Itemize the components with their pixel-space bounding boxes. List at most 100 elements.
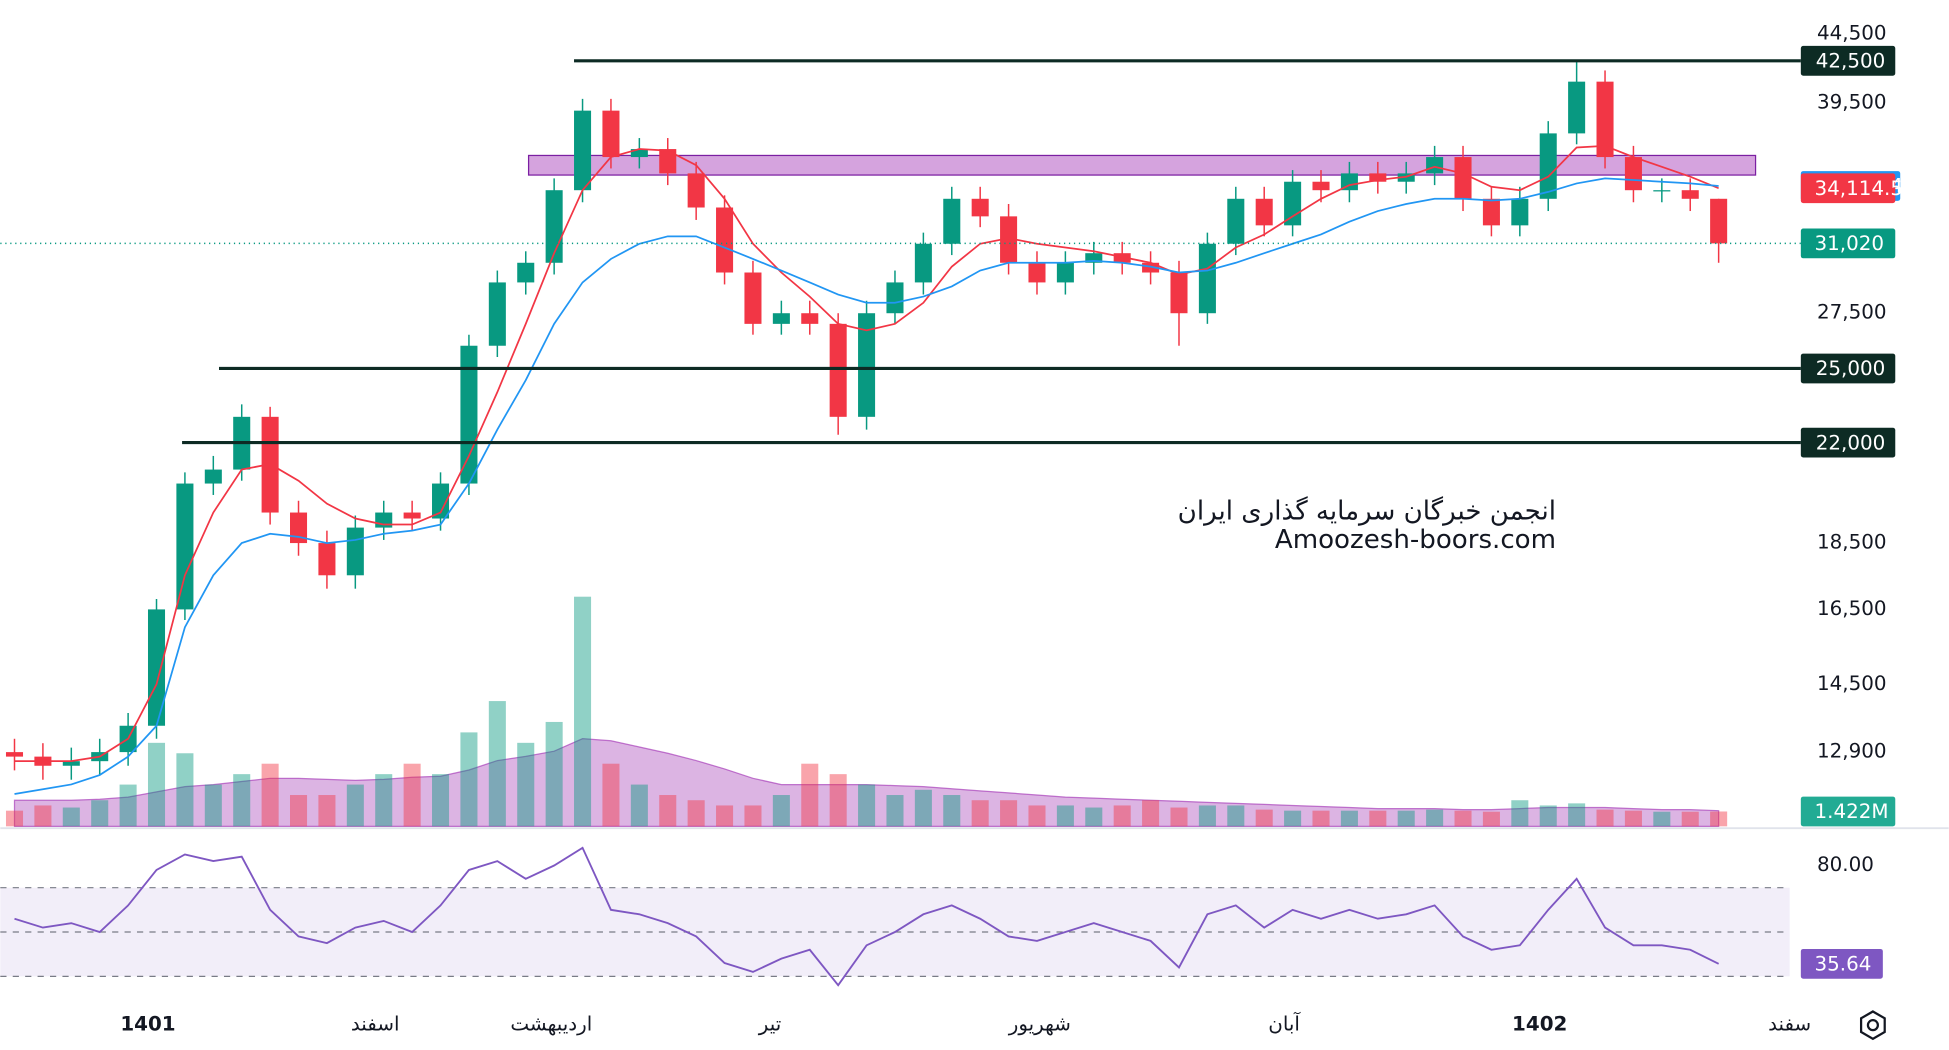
volume-bar [1482, 811, 1500, 827]
candle-body [659, 149, 677, 174]
volume-bar [34, 805, 52, 827]
volume-ma-area [13, 738, 1720, 827]
candle-body [204, 469, 222, 484]
volume-bar [858, 784, 876, 827]
volume-bar [1227, 805, 1245, 827]
candle-body [1681, 190, 1699, 199]
candle-body [1056, 262, 1074, 283]
candle-body [1028, 262, 1046, 283]
candle-body [403, 512, 421, 519]
x-tick-label: 1402 [1512, 1013, 1567, 1036]
price-tag-box [1800, 948, 1883, 979]
volume-bar [1653, 811, 1671, 827]
volume-bar [204, 784, 222, 827]
volume-bar [460, 732, 478, 827]
volume-bar [1340, 810, 1358, 827]
price-tag-box [1800, 228, 1896, 259]
candle-body [1227, 198, 1245, 244]
watermark: Amoozesh-boors.com [1275, 525, 1556, 555]
volume-bar [545, 721, 563, 827]
volume-bar [1085, 807, 1103, 827]
volume-bar [119, 784, 137, 827]
volume-bar [147, 742, 166, 827]
candle-body [801, 313, 819, 324]
y-tick-label: 44,500 [1817, 22, 1887, 45]
volume-bar [801, 763, 819, 827]
candle-body [630, 149, 648, 158]
y-tick-label: 14,500 [1817, 672, 1887, 695]
level-label: 25,000 [1816, 357, 1886, 380]
candle-body [971, 198, 989, 217]
volume-bar [1369, 810, 1387, 827]
candle-body [5, 752, 24, 757]
candle-body [1284, 181, 1302, 226]
price-tag-box [1800, 173, 1896, 204]
volume-bar [1255, 809, 1273, 827]
volume-bar [91, 800, 109, 827]
candle-body [1653, 190, 1671, 192]
volume-bar [1454, 810, 1472, 827]
volume-bar [1056, 805, 1074, 827]
plot-layer: 44,500 39,500 27,500 18,500 16,500 14,500 12,9… [0, 22, 1928, 1036]
level-label: 42,500 [1816, 50, 1886, 73]
level-label-box [1800, 427, 1896, 458]
candle-body [1113, 253, 1131, 263]
volume-bar [1198, 805, 1216, 827]
volume-bar [659, 795, 677, 827]
volume-bar [432, 774, 450, 827]
price-tag: 1.422M [1815, 800, 1889, 823]
volume-bar [744, 805, 762, 827]
volume-bar [1397, 810, 1415, 827]
candle-body [1170, 272, 1188, 314]
volume-bar [772, 795, 790, 827]
candle-body [914, 243, 932, 283]
level-label: 22,000 [1816, 431, 1886, 454]
candle-body [1710, 198, 1728, 244]
volume-bar [346, 784, 364, 827]
volume-bar [1681, 811, 1699, 827]
candle-body [1539, 133, 1557, 199]
x-tick-label: اسفند [351, 1013, 400, 1036]
y-tick-label: 39,500 [1817, 91, 1887, 114]
candle-body [716, 207, 734, 273]
volume-bar [233, 774, 251, 827]
candle-body [1142, 262, 1160, 273]
candle-body [1596, 81, 1614, 158]
volume-bar [1710, 811, 1728, 827]
candle-body [886, 282, 904, 314]
zone [527, 154, 1757, 176]
candle-body [1312, 181, 1330, 191]
price-tag: 35.64 [1815, 953, 1872, 976]
candle-body [1340, 173, 1358, 191]
candle-body [517, 262, 535, 283]
volume-bar [318, 795, 336, 827]
candle-body [1511, 198, 1529, 226]
y-tick-label: 16,500 [1817, 597, 1887, 620]
watermark: انجمن خبرگان سرمایه گذاری ایران [1178, 495, 1556, 526]
y-tick-label: 27,500 [1817, 301, 1887, 324]
candle-body [346, 527, 364, 576]
volume-bar [574, 596, 592, 827]
price-tag: 31,020 [1815, 232, 1885, 255]
candle-body [858, 313, 876, 417]
x-tick-label: تیر [758, 1013, 782, 1036]
volume-bar [971, 800, 989, 827]
candle-body [1482, 198, 1500, 226]
price-tag: 34,114.5 [1815, 177, 1904, 200]
volume-bar [1000, 800, 1018, 827]
settings-icon[interactable] [1859, 1010, 1886, 1041]
volume-bar [375, 774, 393, 827]
candle-body [290, 512, 308, 544]
candle-body [1426, 157, 1444, 174]
volume-bar [517, 742, 535, 827]
candle-body [1255, 198, 1273, 226]
x-tick-label: سفند [1768, 1013, 1811, 1036]
candle-body [147, 609, 166, 726]
volume-bar [630, 784, 648, 827]
candle-body [318, 543, 336, 576]
candle-body [744, 272, 762, 324]
volume-bar [1284, 810, 1302, 827]
volume-bar [1426, 809, 1444, 827]
volume-bar [602, 763, 620, 827]
volume-bar [886, 795, 904, 827]
